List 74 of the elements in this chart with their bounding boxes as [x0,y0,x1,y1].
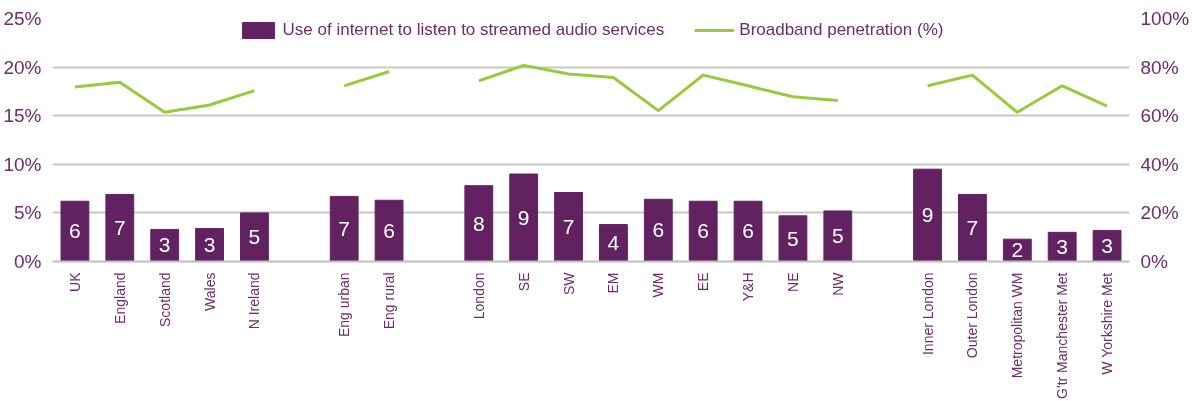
y-tick-label: 0% [14,251,42,272]
y2-tick-label: 80% [1140,56,1179,78]
x-tick-label: W Yorkshire Met [1099,272,1116,375]
data-label: 6 [383,218,395,242]
bar [733,200,763,262]
y-tick-label: 25% [3,8,42,29]
bar [778,215,808,262]
x-tick-label: London [470,272,487,320]
bar [688,200,718,262]
bar [329,195,359,262]
data-label: 7 [338,216,351,240]
x-tick-label: NE [784,272,801,292]
x-tick-label: UK [66,271,83,292]
x-tick-label: SW [560,271,577,296]
bar [509,173,539,262]
x-tick-label: NW [829,271,846,296]
x-tick-label: Eng urban [336,272,353,338]
y-tick-label: 10% [3,153,42,175]
data-label: 3 [203,232,216,256]
data-label: 3 [1101,233,1113,257]
bar [643,198,673,262]
data-label: 7 [113,215,126,239]
y-tick-label: 5% [14,202,42,224]
bar [60,200,90,262]
x-tick-label: Eng rural [381,272,398,330]
data-label: 7 [966,215,979,239]
data-label: 2 [1011,238,1024,262]
data-label: 9 [921,203,934,227]
x-tick-label: Inner London [919,272,936,356]
data-label: 6 [742,219,754,243]
data-label: 5 [248,225,261,249]
x-tick-label: England [111,272,128,324]
bar [913,168,942,262]
bar [554,191,583,262]
y2-tick-label: 100% [1140,8,1190,29]
data-label: 5 [787,226,799,250]
data-label: 6 [69,219,81,243]
x-tick-label: Wales [201,272,218,311]
bar [240,212,269,262]
data-label: 7 [562,214,575,238]
x-tick-label: Outer London [964,272,981,359]
data-label: 4 [607,231,620,255]
data-label: 9 [517,205,530,229]
data-label: 3 [158,233,171,257]
y2-tick-label: 40% [1140,153,1179,175]
bar [374,199,404,262]
data-label: 6 [652,218,665,242]
x-tick-label: SE [515,272,532,292]
x-tick-label: G'tr Manchester Met [1054,272,1071,399]
data-label: 8 [472,211,485,235]
data-label: 3 [1056,234,1069,258]
legend-label: Broadband penetration (%) [739,20,944,40]
y-tick-label: 15% [3,105,42,127]
y2-tick-label: 60% [1140,105,1179,127]
bar [150,228,180,262]
x-tick-label: Scotland [156,272,173,327]
bar [105,193,135,262]
bar [195,227,224,262]
x-tick-label: N Ireland [246,272,263,330]
y2-tick-label: 0% [1140,251,1169,272]
data-label: 5 [831,224,844,248]
x-tick-label: EE [695,272,712,292]
bar [464,185,494,262]
y-tick-label: 20% [3,56,42,78]
legend-label: Use of internet to listen to streamed audio services [282,20,665,40]
x-tick-label: WM [650,272,667,298]
bar [958,193,987,262]
data-label: 6 [697,219,710,243]
x-tick-label: Metropolitan WM [1009,272,1026,379]
x-tick-label: EM [605,272,622,294]
x-tick-label: Y&H [740,272,757,302]
bar [599,224,628,262]
y2-tick-label: 20% [1140,202,1179,224]
bar [823,210,853,262]
